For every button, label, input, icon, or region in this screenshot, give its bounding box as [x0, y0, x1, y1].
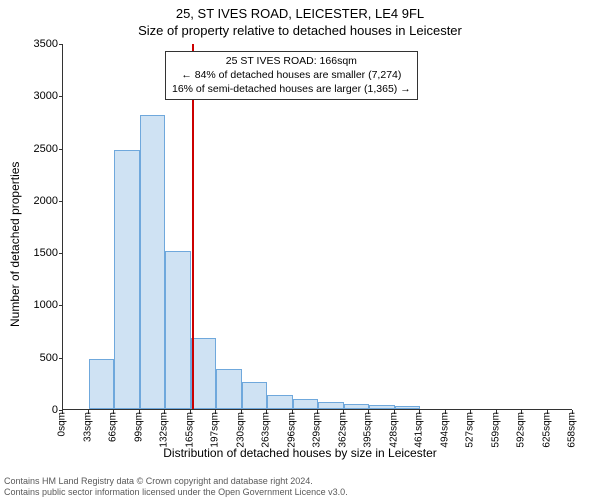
title-subtitle: Size of property relative to detached ho… — [0, 23, 600, 38]
y-tick-mark — [59, 358, 63, 359]
x-tick-label: 395sqm — [363, 412, 374, 448]
y-tick-mark — [59, 44, 63, 45]
x-tick-label: 461sqm — [414, 412, 425, 448]
histogram-bar — [165, 251, 191, 409]
x-tick-label: 592sqm — [516, 412, 527, 448]
annotation-line: 25 ST IVES ROAD: 166sqm — [172, 55, 411, 69]
y-tick-label: 2500 — [8, 143, 58, 155]
histogram-bar — [191, 338, 217, 409]
histogram-bar — [216, 369, 242, 409]
x-tick-label: 197sqm — [210, 412, 221, 448]
histogram-bar — [318, 402, 344, 409]
x-tick-label: 33sqm — [82, 412, 93, 442]
x-tick-label: 132sqm — [159, 412, 170, 448]
histogram-bar — [369, 405, 395, 409]
x-tick-label: 527sqm — [465, 412, 476, 448]
x-tick-label: 559sqm — [490, 412, 501, 448]
x-tick-label: 0sqm — [57, 412, 68, 436]
plot-area: 25 ST IVES ROAD: 166sqm← 84% of detached… — [62, 44, 572, 410]
y-tick-label: 500 — [8, 352, 58, 364]
annotation-box: 25 ST IVES ROAD: 166sqm← 84% of detached… — [165, 51, 418, 100]
y-tick-label: 3000 — [8, 90, 58, 102]
y-tick-mark — [59, 305, 63, 306]
histogram-bar — [395, 406, 421, 409]
x-tick-label: 362sqm — [337, 412, 348, 448]
y-ticks: 0500100015002000250030003500 — [0, 44, 62, 410]
y-tick-label: 1500 — [8, 247, 58, 259]
footer-attribution: Contains HM Land Registry data © Crown c… — [4, 476, 348, 498]
y-tick-label: 2000 — [8, 195, 58, 207]
histogram-bar — [140, 115, 166, 409]
y-tick-label: 1000 — [8, 299, 58, 311]
plot-wrap: 25 ST IVES ROAD: 166sqm← 84% of detached… — [62, 44, 572, 410]
x-axis-title: Distribution of detached houses by size … — [0, 446, 600, 460]
x-tick-label: 66sqm — [108, 412, 119, 442]
histogram-bar — [267, 395, 293, 409]
footer-line-2: Contains public sector information licen… — [4, 487, 348, 498]
y-tick-mark — [59, 96, 63, 97]
chart-header: 25, ST IVES ROAD, LEICESTER, LE4 9FL Siz… — [0, 0, 600, 38]
y-tick-mark — [59, 149, 63, 150]
x-tick-label: 494sqm — [439, 412, 450, 448]
x-tick-label: 230sqm — [235, 412, 246, 448]
annotation-line: ← 84% of detached houses are smaller (7,… — [172, 69, 411, 83]
footer-line-1: Contains HM Land Registry data © Crown c… — [4, 476, 348, 487]
x-tick-label: 263sqm — [261, 412, 272, 448]
histogram-bar — [114, 150, 140, 409]
x-tick-label: 99sqm — [133, 412, 144, 442]
histogram-bar — [344, 404, 370, 409]
y-tick-mark — [59, 253, 63, 254]
title-address: 25, ST IVES ROAD, LEICESTER, LE4 9FL — [0, 6, 600, 21]
x-tick-label: 329sqm — [312, 412, 323, 448]
y-tick-mark — [59, 201, 63, 202]
x-tick-label: 658sqm — [567, 412, 578, 448]
x-tick-label: 428sqm — [388, 412, 399, 448]
y-tick-label: 3500 — [8, 38, 58, 50]
histogram-bar — [242, 382, 268, 409]
annotation-line: 16% of semi-detached houses are larger (… — [172, 83, 411, 97]
histogram-bar — [293, 399, 319, 409]
histogram-bar — [89, 359, 115, 409]
y-tick-label: 0 — [8, 404, 58, 416]
x-tick-label: 165sqm — [184, 412, 195, 448]
x-tick-label: 296sqm — [286, 412, 297, 448]
x-tick-label: 625sqm — [541, 412, 552, 448]
